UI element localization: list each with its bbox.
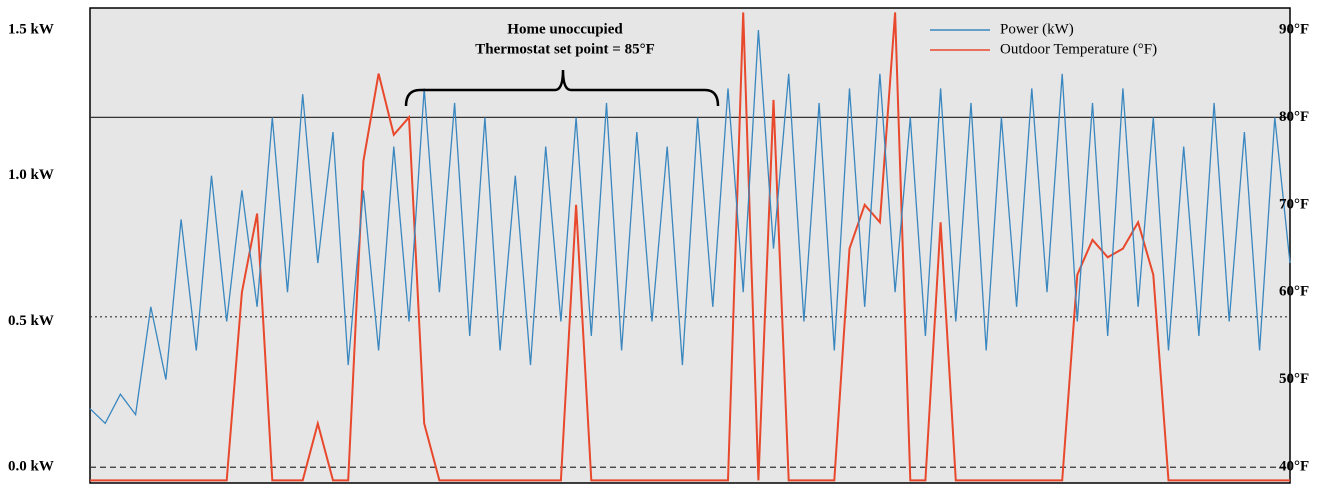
y2-tick-label: 90°F bbox=[1279, 21, 1309, 37]
legend-label: Outdoor Temperature (°F) bbox=[1000, 41, 1157, 57]
y2-tick-label: 70°F bbox=[1279, 196, 1309, 212]
y-tick-label: 0.5 kW bbox=[8, 313, 54, 329]
y-tick-label: 0.0 kW bbox=[8, 458, 54, 474]
y-tick-label: 1.5 kW bbox=[8, 22, 54, 38]
y2-tick-label: 80°F bbox=[1279, 109, 1309, 125]
y2-tick-label: 60°F bbox=[1279, 284, 1309, 300]
series-line bbox=[90, 12, 1290, 482]
annotation: Home unoccupied bbox=[507, 21, 623, 37]
y2-tick-label: 50°F bbox=[1279, 371, 1309, 387]
annotation: Thermostat set point = 85°F bbox=[475, 41, 655, 57]
legend-label: Power (kW) bbox=[1000, 21, 1074, 37]
bracket bbox=[404, 69, 720, 107]
y2-tick-label: 40°F bbox=[1279, 459, 1309, 475]
plot bbox=[89, 12, 1291, 482]
series-line bbox=[89, 30, 1291, 425]
y-tick-label: 1.0 kW bbox=[8, 167, 54, 183]
